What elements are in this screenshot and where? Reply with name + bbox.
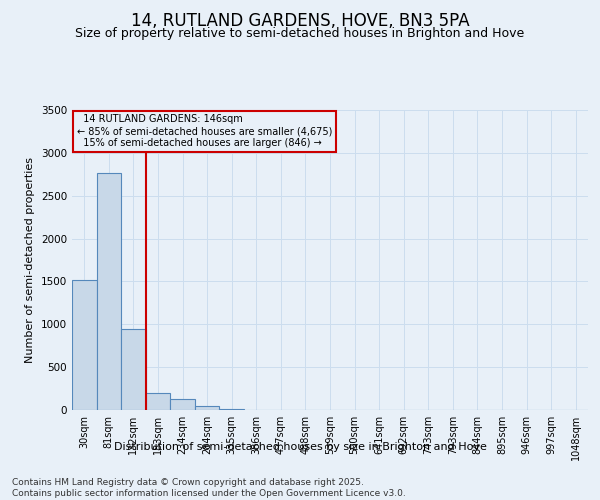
Text: Contains HM Land Registry data © Crown copyright and database right 2025.
Contai: Contains HM Land Registry data © Crown c…	[12, 478, 406, 498]
Text: 14, RUTLAND GARDENS, HOVE, BN3 5PA: 14, RUTLAND GARDENS, HOVE, BN3 5PA	[131, 12, 469, 30]
Bar	[195, 406, 220, 410]
Text: 14 RUTLAND GARDENS: 146sqm
← 85% of semi-detached houses are smaller (4,675)
  1: 14 RUTLAND GARDENS: 146sqm ← 85% of semi…	[77, 114, 332, 148]
Bar	[121, 328, 146, 410]
Text: Size of property relative to semi-detached houses in Brighton and Hove: Size of property relative to semi-detach…	[76, 28, 524, 40]
Y-axis label: Number of semi-detached properties: Number of semi-detached properties	[25, 157, 35, 363]
Bar	[72, 280, 97, 410]
Bar	[170, 399, 195, 410]
Bar	[146, 393, 170, 410]
Bar	[97, 174, 121, 410]
Text: Distribution of semi-detached houses by size in Brighton and Hove: Distribution of semi-detached houses by …	[113, 442, 487, 452]
